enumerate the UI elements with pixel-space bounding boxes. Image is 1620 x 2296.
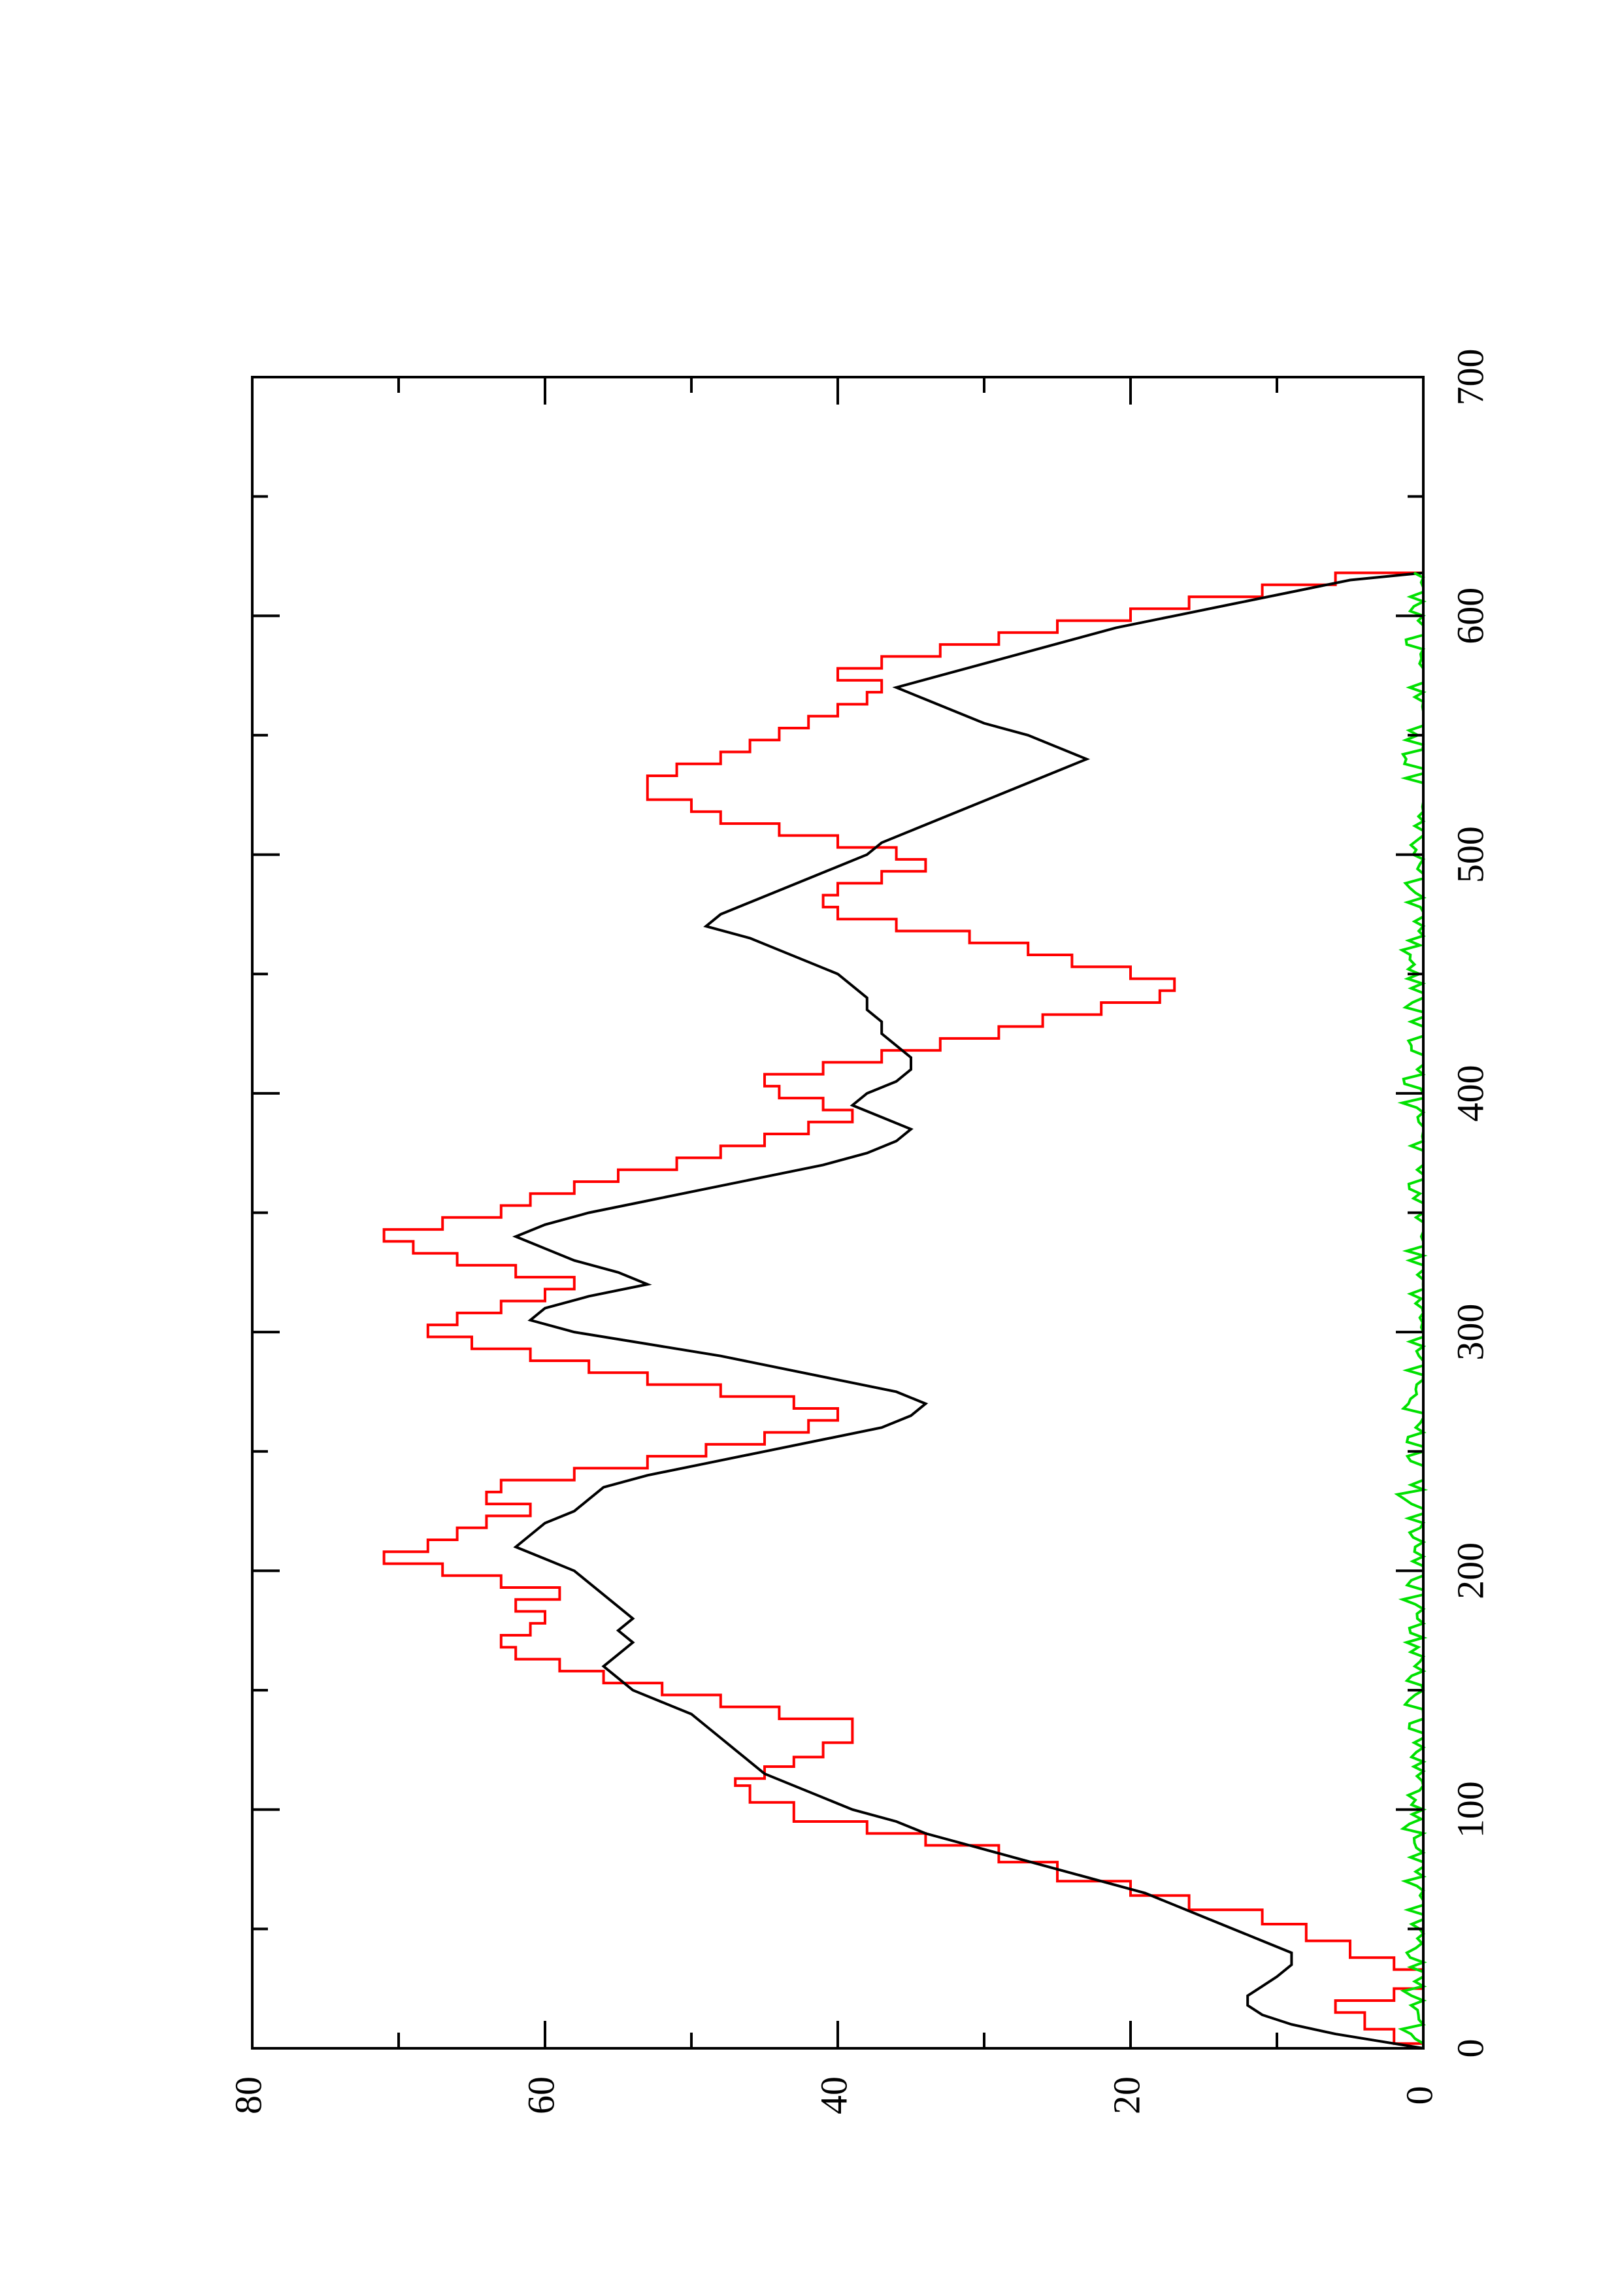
black-series-line <box>512 571 1424 2050</box>
red-step-series-line <box>382 571 1425 2048</box>
y-tick-label-80: 80 <box>227 2076 269 2114</box>
x-tick-label-200: 200 <box>1449 1542 1491 1599</box>
tick-layer <box>251 376 1425 2050</box>
y-tick-label-60: 60 <box>520 2076 562 2114</box>
x-tick-label-700: 700 <box>1449 349 1491 406</box>
x-tick-label-0: 0 <box>1449 2039 1491 2058</box>
x-tick-label-500: 500 <box>1449 826 1491 883</box>
y-tick-label-0: 0 <box>1398 2086 1440 2105</box>
x-tick-label-600: 600 <box>1449 588 1491 644</box>
y-tick-label-20: 20 <box>1105 2076 1148 2114</box>
x-tick-label-300: 300 <box>1449 1304 1491 1361</box>
label-layer: 0 100 200 300 400 500 600 700 0 20 40 60 80 <box>227 349 1491 2115</box>
x-tick-label-400: 400 <box>1449 1065 1491 1122</box>
x-tick-label-100: 100 <box>1449 1781 1491 1838</box>
y-tick-label-40: 40 <box>812 2076 855 2114</box>
